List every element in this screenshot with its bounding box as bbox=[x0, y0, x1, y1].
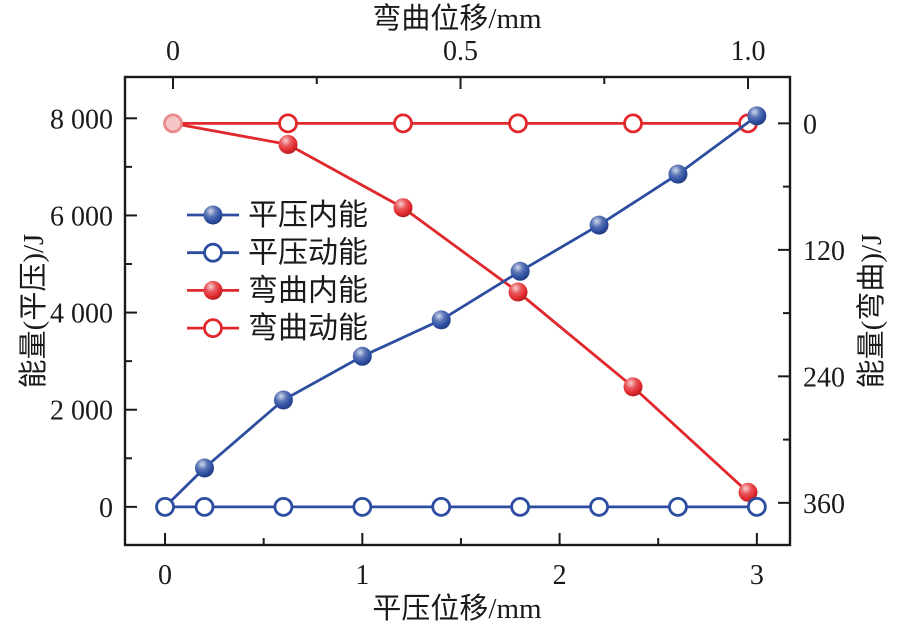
bottom-tick-label: 0 bbox=[158, 560, 172, 591]
data-point-marker bbox=[431, 310, 451, 330]
data-point-marker bbox=[623, 377, 643, 397]
data-point-marker bbox=[393, 198, 413, 218]
left-tick-label: 2 000 bbox=[50, 396, 113, 427]
series-line bbox=[172, 122, 749, 494]
series-bending-kinetic-energy bbox=[163, 113, 758, 134]
top-tick-label: 0.5 bbox=[443, 36, 478, 67]
top-tick-label: 0 bbox=[166, 36, 180, 67]
left-tick-label: 0 bbox=[99, 493, 113, 524]
top-tick-label: 1.0 bbox=[731, 36, 766, 67]
data-point-marker bbox=[278, 113, 298, 134]
data-point-marker bbox=[352, 496, 373, 517]
legend-marker-icon bbox=[203, 280, 223, 300]
left-axis-title: 能量(平压)/J bbox=[18, 233, 50, 389]
data-point-marker bbox=[668, 496, 688, 517]
left-tick-label: 8 000 bbox=[50, 104, 113, 135]
data-point-marker bbox=[273, 390, 293, 410]
legend-marker-icon bbox=[203, 242, 223, 263]
right-tick-label: 120 bbox=[803, 236, 845, 267]
data-point-marker bbox=[393, 113, 413, 134]
data-point-marker bbox=[273, 496, 294, 517]
data-point-marker bbox=[623, 113, 643, 134]
plot-frame bbox=[123, 75, 792, 547]
legend-marker-icon bbox=[203, 205, 223, 225]
data-point-marker bbox=[508, 282, 528, 302]
data-point-marker bbox=[352, 346, 372, 366]
legend-item-flat-compression-kinetic-energy: 平压动能 bbox=[187, 237, 368, 270]
data-point-marker bbox=[195, 458, 215, 478]
data-point-marker bbox=[278, 134, 298, 154]
legend-item-flat-compression-internal-energy: 平压内能 bbox=[187, 199, 368, 232]
data-point-marker bbox=[746, 496, 767, 517]
bottom-tick-label: 2 bbox=[553, 560, 567, 591]
data-point-marker bbox=[155, 496, 175, 517]
data-point-marker bbox=[510, 496, 531, 517]
legend-label: 平压内能 bbox=[248, 199, 368, 232]
data-point-marker bbox=[163, 113, 183, 134]
right-tick-label: 0 bbox=[803, 109, 817, 140]
legend-marker-icon bbox=[203, 318, 223, 339]
right-axis-title: 能量(弯曲)/J bbox=[856, 233, 888, 389]
data-point-marker bbox=[589, 496, 609, 517]
legend-item-bending-internal-energy: 弯曲内能 bbox=[187, 274, 368, 307]
series-flat-compression-kinetic-energy bbox=[155, 496, 767, 517]
data-point-marker bbox=[738, 482, 758, 502]
legend-label: 弯曲动能 bbox=[248, 312, 368, 345]
bottom-tick-label: 3 bbox=[750, 560, 764, 591]
legend-item-bending-kinetic-energy: 弯曲动能 bbox=[187, 312, 368, 345]
data-point-marker bbox=[668, 164, 688, 184]
right-tick-label: 360 bbox=[803, 489, 845, 520]
legend-label: 弯曲内能 bbox=[248, 274, 368, 307]
bottom-tick-label: 1 bbox=[355, 560, 369, 591]
data-point-marker bbox=[194, 496, 215, 517]
left-tick-label: 4 000 bbox=[50, 299, 113, 330]
bottom-axis-title: 平压位移/mm bbox=[372, 593, 542, 625]
data-point-marker bbox=[431, 496, 452, 517]
data-point-marker bbox=[510, 261, 530, 281]
data-point-marker bbox=[747, 106, 767, 126]
data-point-marker bbox=[589, 215, 609, 235]
top-axis-title: 弯曲位移/mm bbox=[372, 3, 542, 35]
legend-label: 平压动能 bbox=[248, 237, 368, 270]
data-point-marker bbox=[508, 113, 528, 134]
left-tick-label: 6 000 bbox=[50, 201, 113, 232]
right-tick-label: 240 bbox=[803, 362, 845, 393]
